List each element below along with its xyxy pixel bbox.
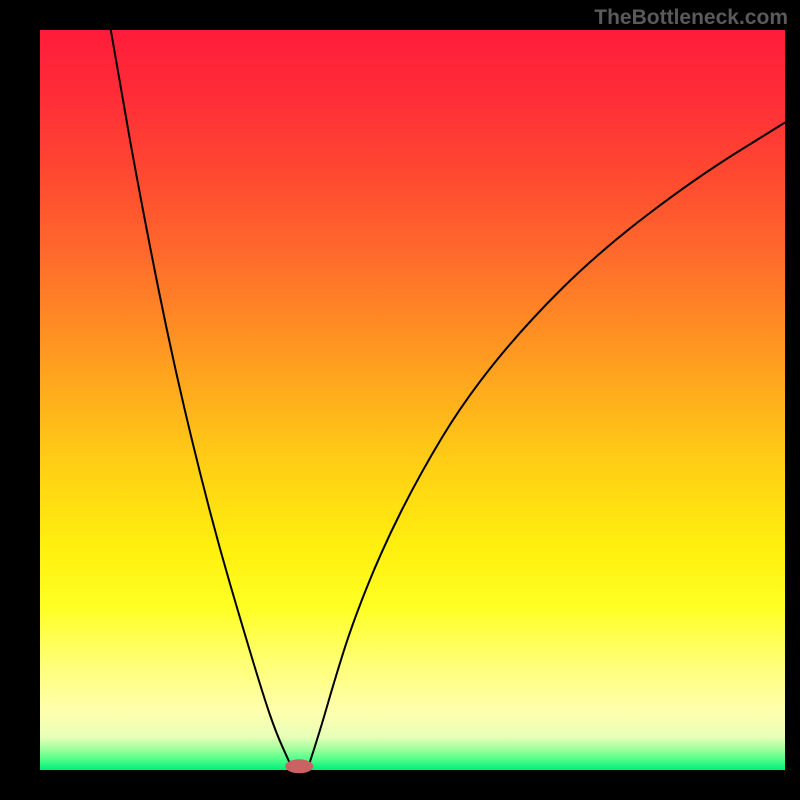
watermark-text: TheBottleneck.com bbox=[594, 6, 788, 30]
chart-gradient-background bbox=[40, 30, 785, 770]
bottleneck-chart bbox=[0, 0, 800, 800]
chart-container: TheBottleneck.com bbox=[0, 0, 800, 800]
optimum-marker bbox=[285, 759, 313, 773]
